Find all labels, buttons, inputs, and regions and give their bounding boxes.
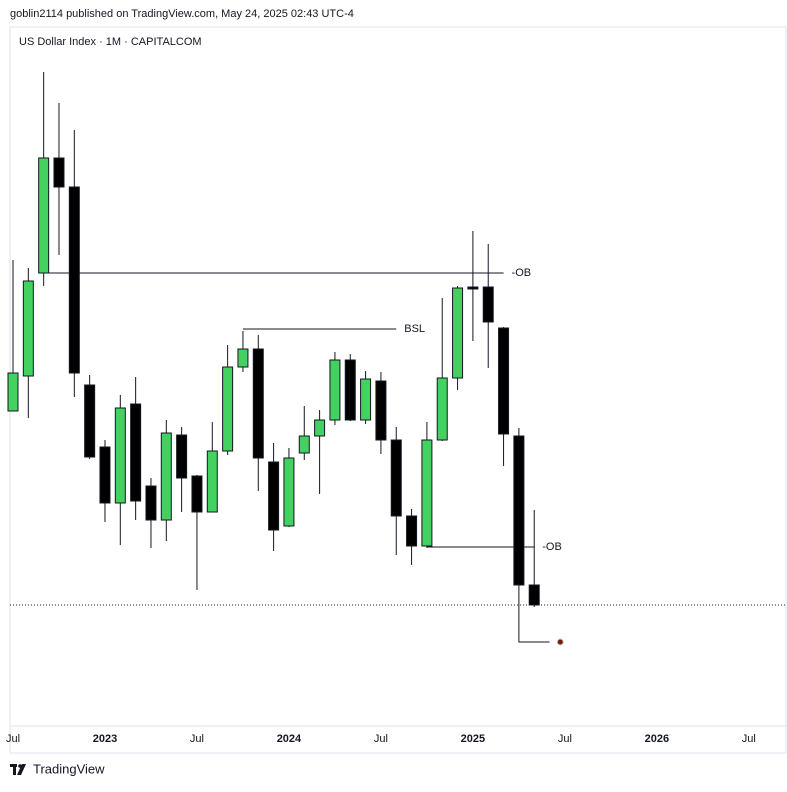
candle-body [237,348,249,368]
candle-body [145,485,157,521]
x-tick-label: Jul [374,733,388,745]
symbol-title: US Dollar Index · 1M · CAPITALCOM [19,36,202,48]
candle-body [38,157,50,274]
x-tick-label: Jul [190,733,204,745]
publisher-line: goblin2114 published on TradingView.com,… [10,8,354,20]
target-dot [556,638,564,646]
brand: TradingView [33,761,105,776]
candle-body [99,446,111,504]
x-tick-label: Jul [558,733,572,745]
candle-body [176,434,188,479]
candle-body [513,435,525,586]
x-tick-label: 2026 [645,733,669,745]
candle-body [375,380,387,441]
x-tick-label: Jul [742,733,756,745]
candle-body [160,432,172,521]
annotation-label: -OB [512,267,532,279]
candle-body [252,348,264,459]
candle-body [406,515,418,547]
candle-body [206,450,218,513]
candle-body [22,280,34,377]
candle-body [436,377,448,441]
candle-body [53,157,65,188]
annotation-label: -OB [542,541,562,553]
candle-body [467,286,479,290]
candle-body [114,407,126,504]
candle-body [498,327,510,435]
candle-body [68,186,80,374]
candle-body [528,584,540,606]
candle-body [130,403,142,502]
candle-body [191,475,203,513]
candle-body [360,378,372,421]
annotation-label: BSL [404,323,425,335]
x-tick-label: Jul [6,733,20,745]
x-tick-label: 2025 [461,733,485,745]
candle-body [344,359,356,421]
candle-body [222,366,234,452]
candle-body [298,435,310,454]
candle-body [390,439,402,517]
target-line [518,586,550,643]
candle-body [283,457,295,527]
candle-body [7,372,19,412]
x-tick-label: 2023 [93,733,117,745]
logo [10,764,26,775]
candle-body [329,359,341,421]
candle-body [84,384,96,458]
candle-body [421,439,433,547]
candle-body [314,419,326,437]
candle-body [268,461,280,531]
candle-body [482,286,494,323]
candle-body [452,287,464,379]
x-tick-label: 2024 [277,733,302,745]
